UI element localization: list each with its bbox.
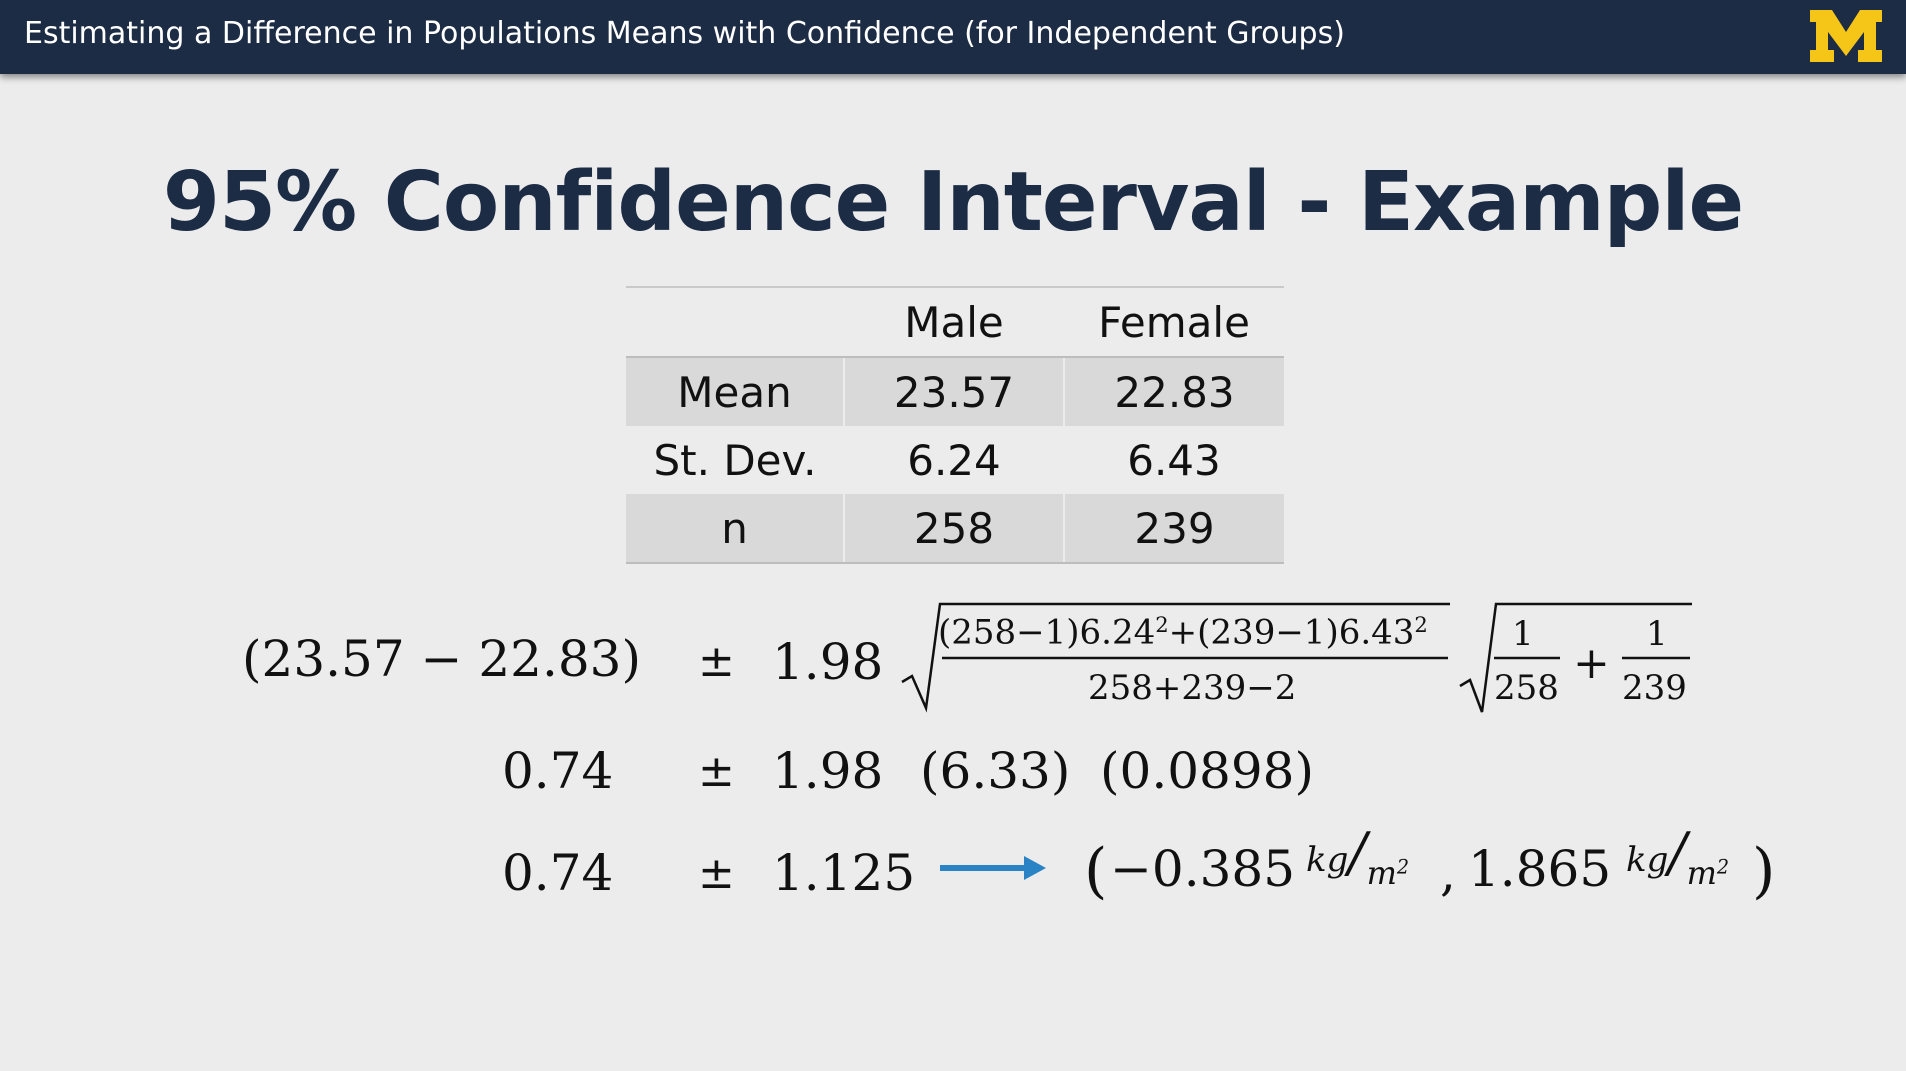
male-value: 23.57: [844, 357, 1065, 426]
female-value: 239: [1064, 494, 1284, 564]
pooled-sd-value: (6.33): [920, 742, 1071, 800]
interval-lower-bound: −0.385: [1110, 840, 1296, 898]
male-value: 258: [844, 494, 1065, 564]
table-row: Mean 23.57 22.83: [626, 357, 1284, 426]
pooled-denominator: 258+239−2: [1088, 668, 1297, 708]
row-label: St. Dev.: [653, 435, 817, 485]
university-m-logo: [1810, 10, 1882, 62]
header-male: Male: [844, 287, 1064, 358]
female-value: 22.83: [1064, 357, 1284, 426]
unit-exponent: 2: [1396, 855, 1410, 879]
fraction-denominator-258: 258: [1494, 668, 1559, 708]
unit-numerator: kg: [1306, 840, 1349, 880]
table-row: n 258 239: [626, 494, 1284, 564]
point-estimate: 0.74: [502, 844, 614, 902]
table-row: St. Dev. 6.24 6.43: [626, 426, 1284, 494]
lecture-title: Estimating a Difference in Populations M…: [24, 16, 1345, 51]
unit-denominator: m: [1686, 853, 1717, 892]
unit-exponent: 2: [1716, 855, 1730, 879]
margin-of-error: 1.125: [772, 844, 916, 902]
unit-slash: /: [1668, 821, 1687, 884]
interval-upper-bound: 1.865: [1468, 840, 1612, 898]
numerator-part-b: +(239−1)6.43: [1168, 612, 1415, 653]
row-label: Mean: [626, 357, 845, 426]
square-exponent: 2: [1414, 612, 1428, 637]
slide-title: 95% Confidence Interval - Example: [162, 155, 1744, 250]
comma-separator: ,: [1440, 844, 1456, 902]
standard-error-factor: (0.0898): [1100, 742, 1314, 800]
header-empty: [626, 287, 844, 358]
row-label: n: [626, 494, 845, 564]
se-radical: [1459, 602, 1692, 713]
point-estimate: 0.74: [502, 742, 614, 800]
plus-minus-symbol: ±: [698, 636, 735, 687]
open-paren: (: [1084, 836, 1108, 906]
t-critical-value: 1.98: [772, 633, 884, 691]
pooled-numerator: (258−1)6.242+(239−1)6.432: [938, 612, 1428, 653]
unit-denominator: m: [1366, 853, 1397, 892]
numerator-part-a: (258−1)6.24: [938, 612, 1156, 653]
fraction-numerator-1: 1: [1512, 614, 1534, 654]
summary-table: Male Female Mean 23.57 22.83 St. Dev. 6.…: [626, 286, 1284, 564]
t-critical-value: 1.98: [772, 742, 884, 800]
unit-lower: kg/m2: [1306, 826, 1409, 889]
plus-minus-symbol: ±: [698, 848, 735, 899]
fraction-numerator-1: 1: [1646, 614, 1668, 654]
mean-difference-expr: (23.57 − 22.83): [242, 630, 641, 688]
top-banner: Estimating a Difference in Populations M…: [0, 0, 1906, 74]
fraction-denominator-239: 239: [1622, 668, 1687, 708]
square-exponent: 2: [1155, 612, 1169, 637]
unit-numerator: kg: [1626, 840, 1669, 880]
plus-symbol: +: [1573, 638, 1610, 689]
male-value: 6.24: [907, 435, 1001, 485]
pooled-sd-radical: [901, 602, 1450, 713]
table-header-row: Male Female: [626, 287, 1284, 358]
header-female: Female: [1064, 287, 1284, 358]
arrow-icon: [940, 856, 1046, 880]
close-paren: ): [1752, 836, 1776, 906]
unit-upper: kg/m2: [1626, 826, 1729, 889]
plus-minus-symbol: ±: [698, 746, 735, 797]
female-value: 6.43: [1127, 435, 1221, 485]
unit-slash: /: [1348, 821, 1367, 884]
